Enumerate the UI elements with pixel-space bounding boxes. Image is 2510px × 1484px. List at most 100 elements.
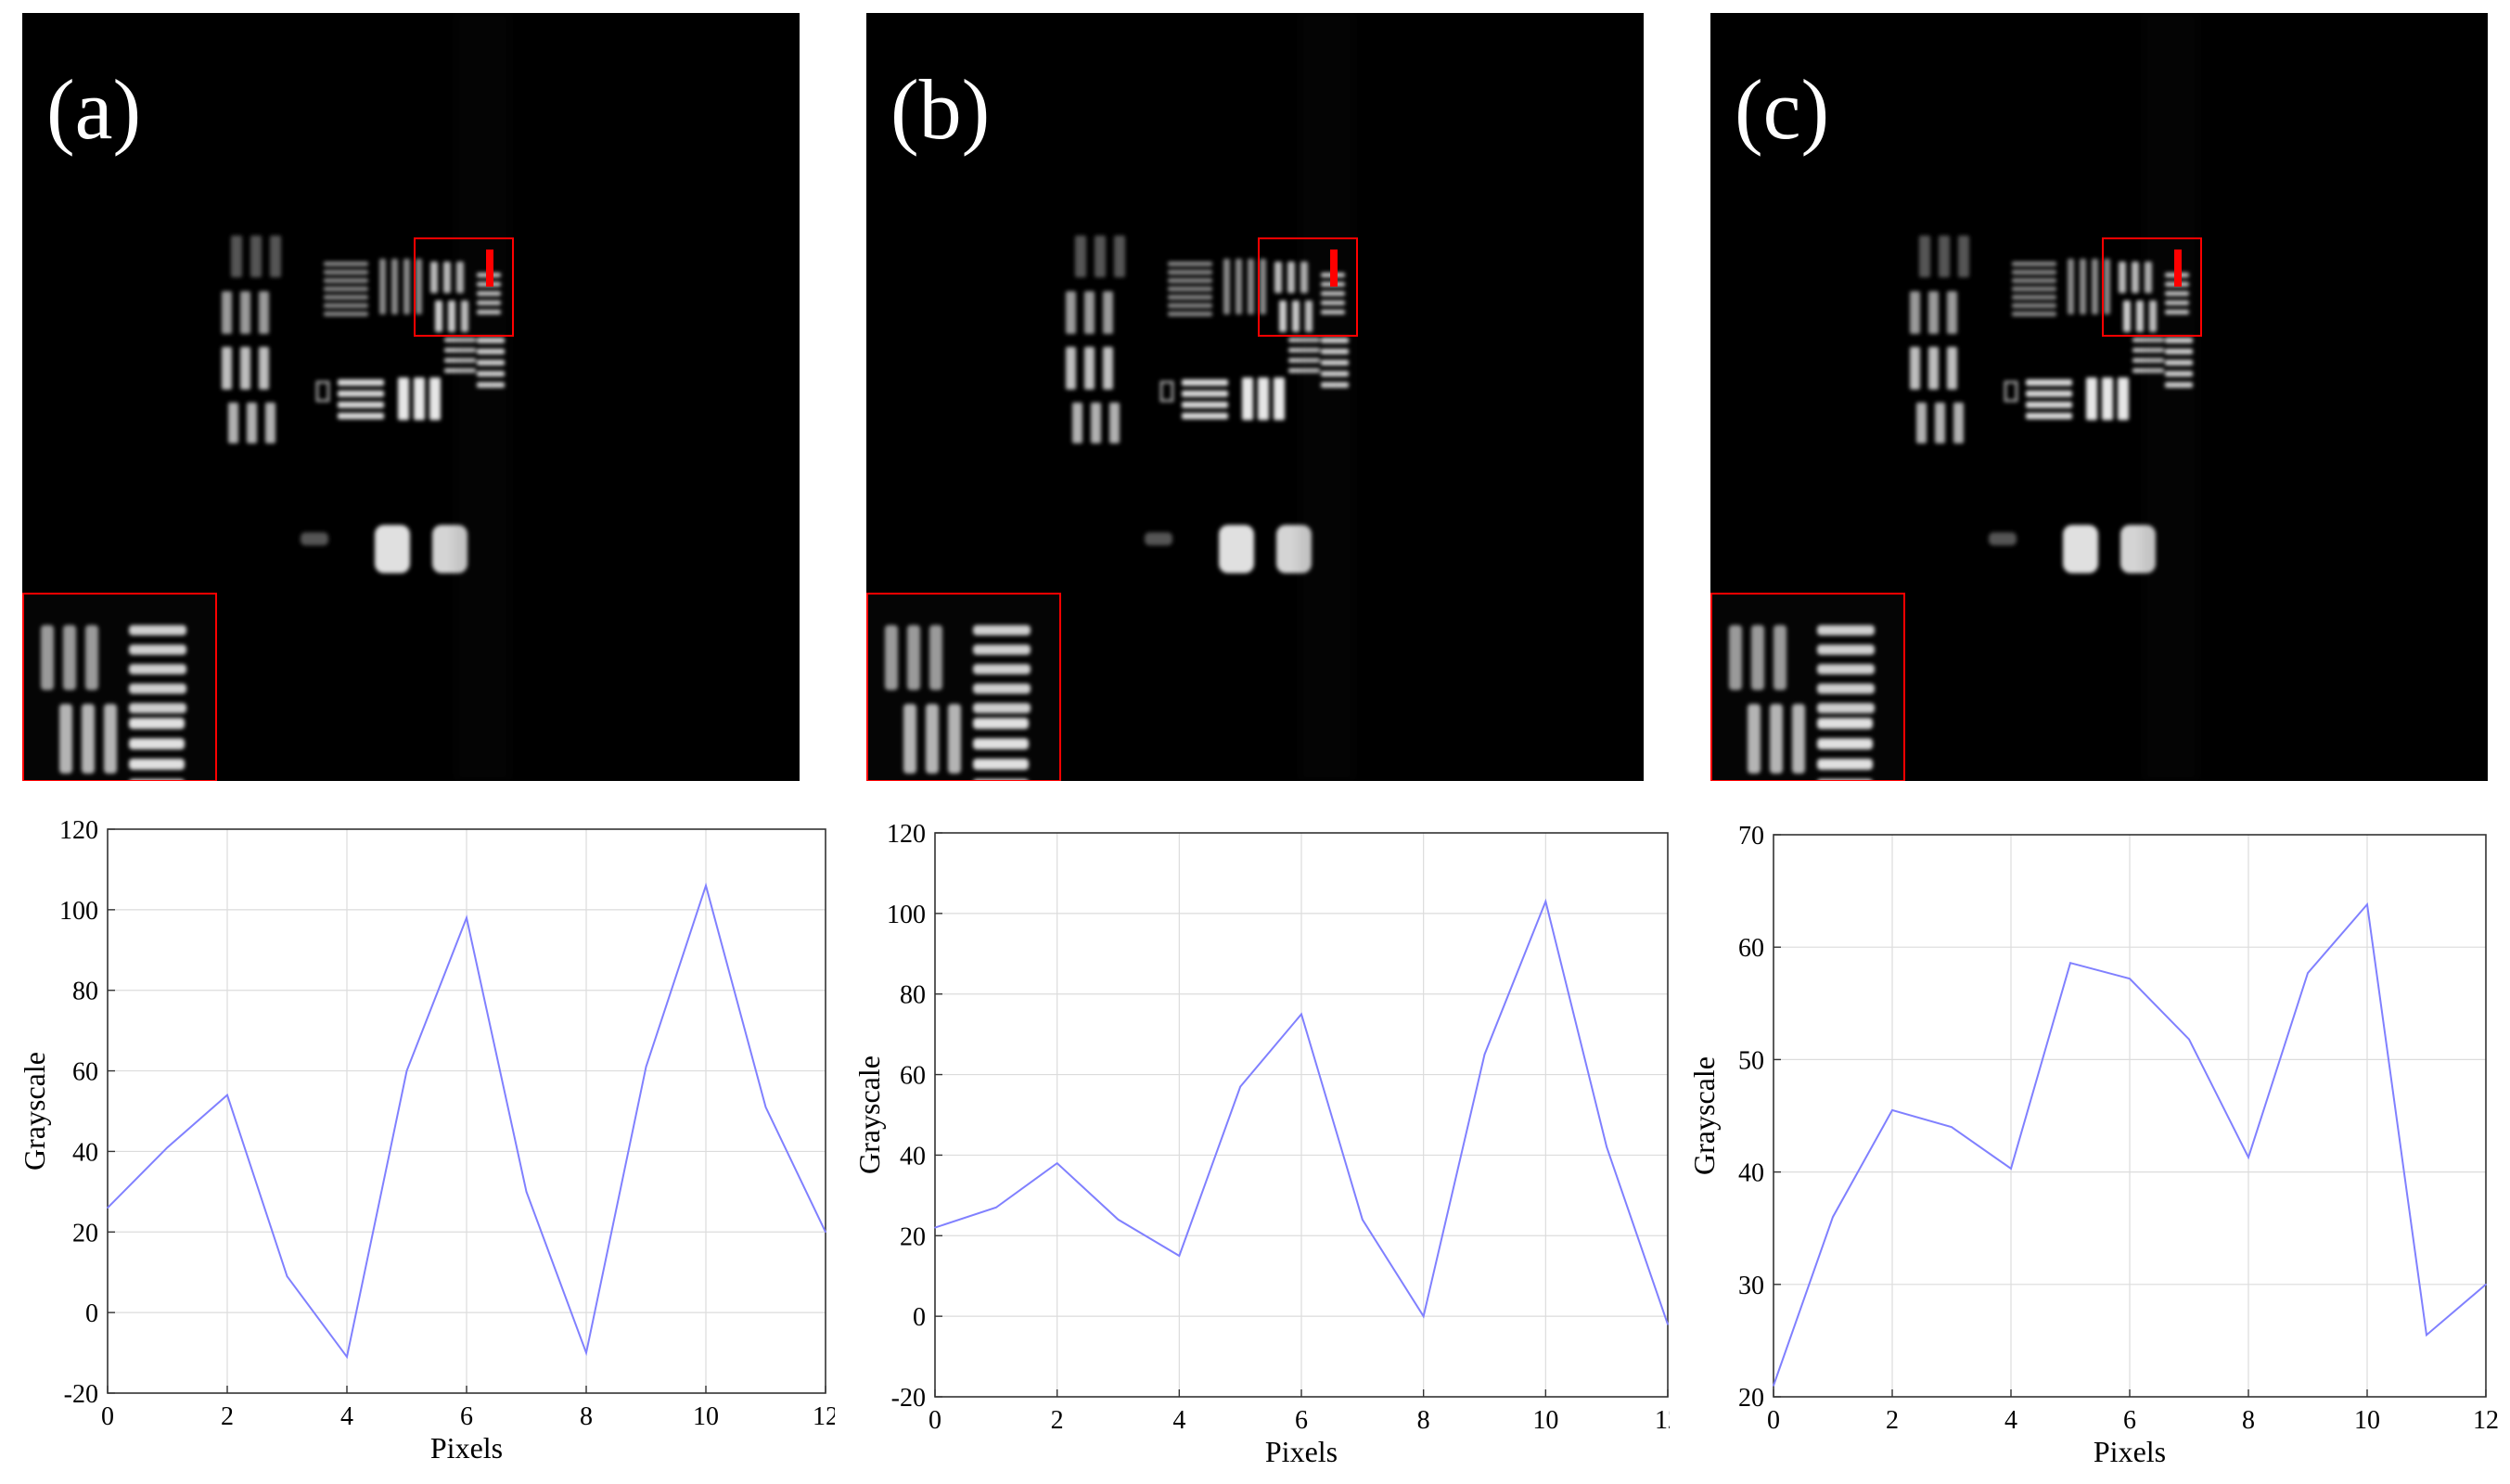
x-tick-label: 10 [2354, 1406, 2380, 1435]
target-bar [1168, 303, 1212, 308]
target-bar [1916, 403, 1927, 443]
target-bar [2123, 301, 2131, 332]
target-bar [1953, 403, 1964, 443]
data-point [1483, 1054, 1486, 1055]
target-bar [448, 301, 455, 332]
target-bar [247, 403, 257, 443]
data-point [2129, 978, 2131, 979]
target-bar [1236, 259, 1242, 314]
noise-streak [1339, 13, 1342, 781]
target-blob [375, 525, 410, 573]
y-axis-label: Grayscale [852, 1055, 886, 1174]
x-axis-label: Pixels [2094, 1435, 2166, 1468]
zoom-bar [948, 704, 961, 774]
y-tick-label: 120 [887, 820, 926, 849]
target-bars [1066, 236, 1349, 573]
target-bar [2102, 377, 2113, 420]
target-bar [2165, 382, 2193, 388]
target-bar [1947, 347, 1957, 390]
y-tick-label: -20 [891, 1384, 926, 1413]
image-panel-c: (c) [1710, 13, 2488, 781]
y-tick-label: 50 [1738, 1046, 1764, 1075]
target-digit [2004, 380, 2018, 403]
target-bar [1260, 259, 1266, 314]
target-bar [2119, 262, 2126, 293]
data-point [705, 885, 707, 887]
zoom-bar [1817, 645, 1875, 655]
y-tick-label: -20 [64, 1380, 98, 1409]
image-panel-b: (b) [866, 13, 1644, 781]
zoom-bar [1748, 704, 1761, 774]
y-tick-label: 40 [1738, 1159, 1764, 1188]
target-blob [2120, 525, 2156, 573]
x-tick-label: 0 [928, 1406, 941, 1435]
noise-streak [505, 13, 507, 781]
noise-streak [2183, 13, 2186, 781]
data-point [2188, 1038, 2190, 1041]
target-bar [1103, 347, 1113, 390]
target-blob [1276, 525, 1312, 573]
target-bar [379, 259, 386, 314]
zoom-inset-border [1710, 593, 1905, 781]
zoom-bar [973, 684, 1031, 694]
x-tick-label: 2 [1886, 1406, 1899, 1435]
x-tick-label: 4 [1172, 1406, 1185, 1435]
zoom-bar [929, 625, 942, 690]
target-bar [414, 377, 425, 420]
zoom-bar [1770, 704, 1783, 774]
target-bar [1168, 287, 1212, 291]
target-bar [1066, 291, 1076, 334]
target-bar [1168, 262, 1212, 266]
target-bar [477, 371, 505, 377]
zoom-bar [1817, 664, 1875, 674]
target-bar [324, 278, 368, 283]
data-point [1891, 1109, 1893, 1111]
data-point [107, 1207, 109, 1209]
target-bar [2026, 402, 2072, 408]
profile-line-marker [1330, 249, 1338, 287]
data-point [2247, 1157, 2249, 1158]
target-bar [2165, 349, 2193, 354]
data-point [286, 1275, 288, 1277]
data-point [2307, 972, 2309, 974]
target-bar [1182, 390, 1228, 397]
zoom-bar [1817, 625, 1875, 635]
target-bar [2012, 312, 2056, 316]
zoom-bar [885, 625, 898, 690]
x-tick-label: 0 [101, 1402, 114, 1431]
x-tick-label: 12 [1655, 1406, 1670, 1435]
noise-streak [486, 13, 489, 781]
data-point [1667, 1324, 1669, 1325]
target-bar [429, 377, 441, 420]
target-bar [2165, 371, 2193, 377]
roi-box [1258, 237, 1358, 337]
target-bar [1947, 291, 1957, 334]
target-bar [1919, 236, 1930, 277]
y-tick-label: 70 [1738, 822, 1764, 851]
usaf-target-image-c [1710, 13, 2202, 781]
y-tick-label: 60 [900, 1062, 926, 1091]
zoom-bar [1817, 684, 1875, 694]
target-blob [301, 532, 328, 545]
target-bar [2012, 278, 2056, 283]
noise-streak [1321, 13, 1324, 781]
target-bar [1109, 403, 1120, 443]
data-point [1544, 901, 1547, 902]
x-tick-label: 10 [693, 1402, 719, 1431]
image-panel-a: (a) [22, 13, 800, 781]
profile-line-marker [2174, 249, 2182, 287]
target-bar [338, 390, 384, 397]
data-point [585, 1351, 587, 1354]
target-bar [1279, 301, 1287, 332]
target-bar [443, 262, 451, 293]
x-tick-label: 12 [813, 1402, 835, 1431]
data-point [1056, 1162, 1058, 1164]
target-bar [1072, 403, 1082, 443]
target-bar [2026, 379, 2072, 386]
x-tick-label: 8 [1417, 1406, 1430, 1435]
noise-streak [2146, 13, 2149, 781]
noise-streak [2174, 13, 2177, 781]
y-tick-label: 20 [1738, 1384, 1764, 1413]
zoom-bar [973, 625, 1031, 635]
zoom-inset [1710, 593, 1905, 781]
